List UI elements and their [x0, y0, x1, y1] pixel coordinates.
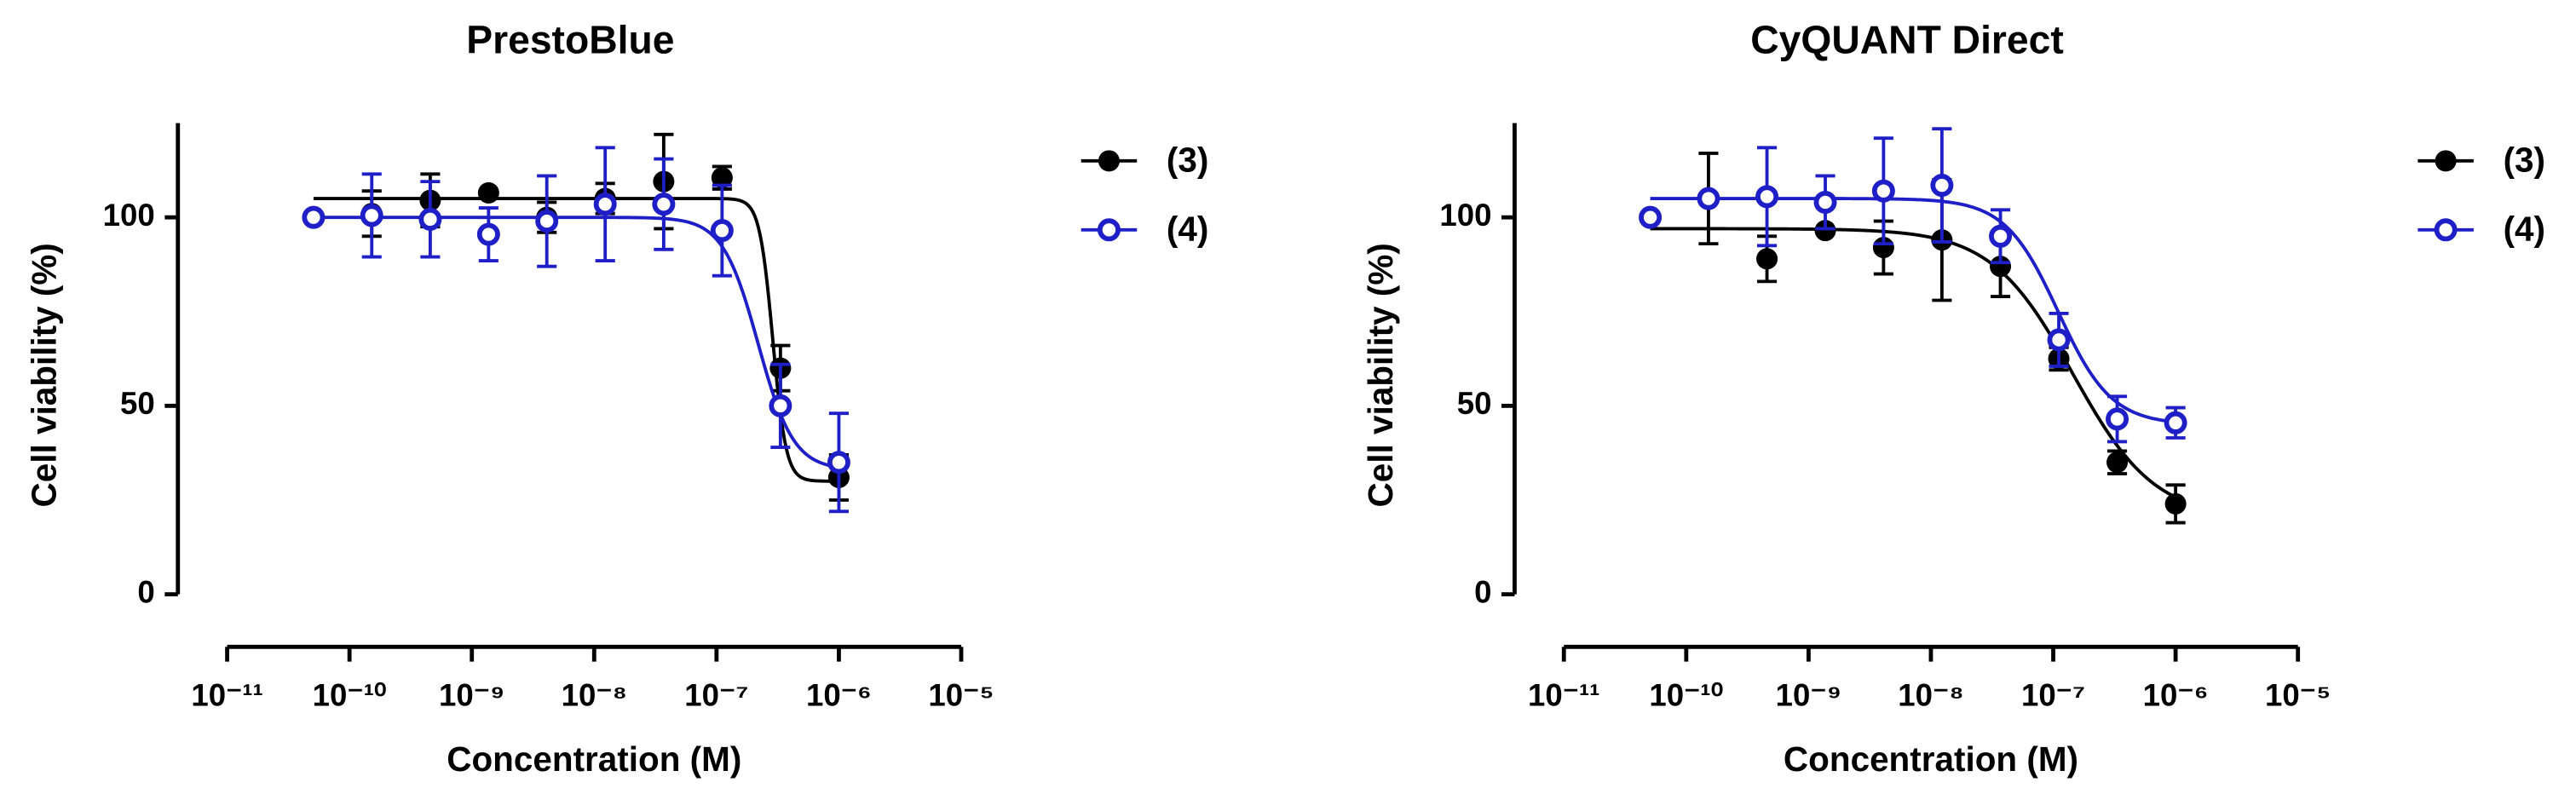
data-point: [1814, 220, 1836, 242]
fit-curve: [1650, 197, 2176, 424]
x-tick-label: 10⁻⁵: [928, 678, 994, 713]
data-point: [2106, 452, 2129, 474]
legend-label: (3): [2504, 140, 2545, 179]
x-tick-label: 10⁻¹⁰: [1649, 678, 1723, 713]
legend-label: (4): [1167, 209, 1208, 248]
y-tick-label: 0: [1474, 574, 1491, 609]
data-point: [711, 167, 733, 189]
data-point: [1871, 179, 1895, 203]
legend-label: (3): [1167, 140, 1208, 179]
x-tick-label: 10⁻¹⁰: [313, 678, 387, 713]
x-tick-label: 10⁻⁷: [684, 678, 748, 713]
x-tick-label: 10⁻⁹: [1776, 678, 1841, 713]
x-tick-label: 10⁻⁷: [2021, 678, 2085, 713]
fit-curve: [313, 216, 839, 469]
data-point: [2164, 411, 2187, 434]
data-point: [2164, 492, 2187, 515]
y-tick-label: 100: [103, 198, 155, 233]
data-point: [827, 451, 850, 475]
panel: PrestoBlue Cell viability (%) Concentratio…: [24, 17, 1208, 779]
fit-curve: [1650, 227, 2176, 499]
data-point: [2047, 328, 2071, 352]
data-point: [1639, 205, 1663, 229]
data-point: [476, 222, 500, 246]
y-tick-label: 50: [120, 386, 155, 421]
data-point: [1930, 174, 1954, 198]
legend-marker: [2434, 218, 2458, 242]
data-point: [1813, 190, 1837, 214]
data-point: [710, 219, 734, 243]
legend-marker: [1097, 218, 1121, 242]
data-point: [1989, 224, 2013, 248]
x-tick-label: 10⁻⁹: [439, 678, 504, 713]
x-tick-label: 10⁻⁶: [806, 678, 872, 713]
x-tick-label: 10⁻⁶: [2143, 678, 2209, 713]
x-tick-label: 10⁻⁸: [1898, 678, 1963, 713]
fit-curve: [313, 197, 839, 483]
chart-title: PrestoBlue: [466, 17, 674, 61]
data-point: [652, 193, 676, 216]
data-point: [418, 207, 442, 231]
legend-marker: [1098, 150, 1120, 172]
data-point: [477, 181, 499, 204]
x-tick-label: 10⁻⁸: [562, 678, 627, 713]
data-point: [302, 205, 326, 229]
x-tick-label: 10⁻¹¹: [191, 678, 262, 713]
x-axis-label: Concentration (M): [1784, 739, 2078, 779]
data-point: [1755, 185, 1779, 209]
x-tick-label: 10⁻¹¹: [1528, 678, 1599, 713]
x-axis-label: Concentration (M): [447, 739, 741, 779]
data-point: [535, 210, 559, 233]
data-point: [2106, 407, 2129, 431]
chart-title: CyQUANT Direct: [1750, 17, 2064, 61]
legend-label: (4): [2504, 209, 2545, 248]
legend-marker: [2435, 150, 2457, 172]
y-axis-label: Cell viability (%): [24, 243, 63, 507]
data-point: [769, 394, 792, 417]
data-point: [1697, 187, 1720, 210]
data-point: [1756, 248, 1778, 270]
x-tick-label: 10⁻⁵: [2265, 678, 2331, 713]
y-tick-label: 100: [1439, 198, 1491, 233]
y-tick-label: 50: [1457, 386, 1492, 421]
y-axis-label: Cell viability (%): [1361, 243, 1400, 507]
data-point: [360, 204, 383, 227]
panel: CyQUANT Direct Cell viability (%) Concentr…: [1361, 17, 2545, 779]
y-tick-label: 0: [137, 574, 154, 609]
data-point: [593, 193, 617, 216]
